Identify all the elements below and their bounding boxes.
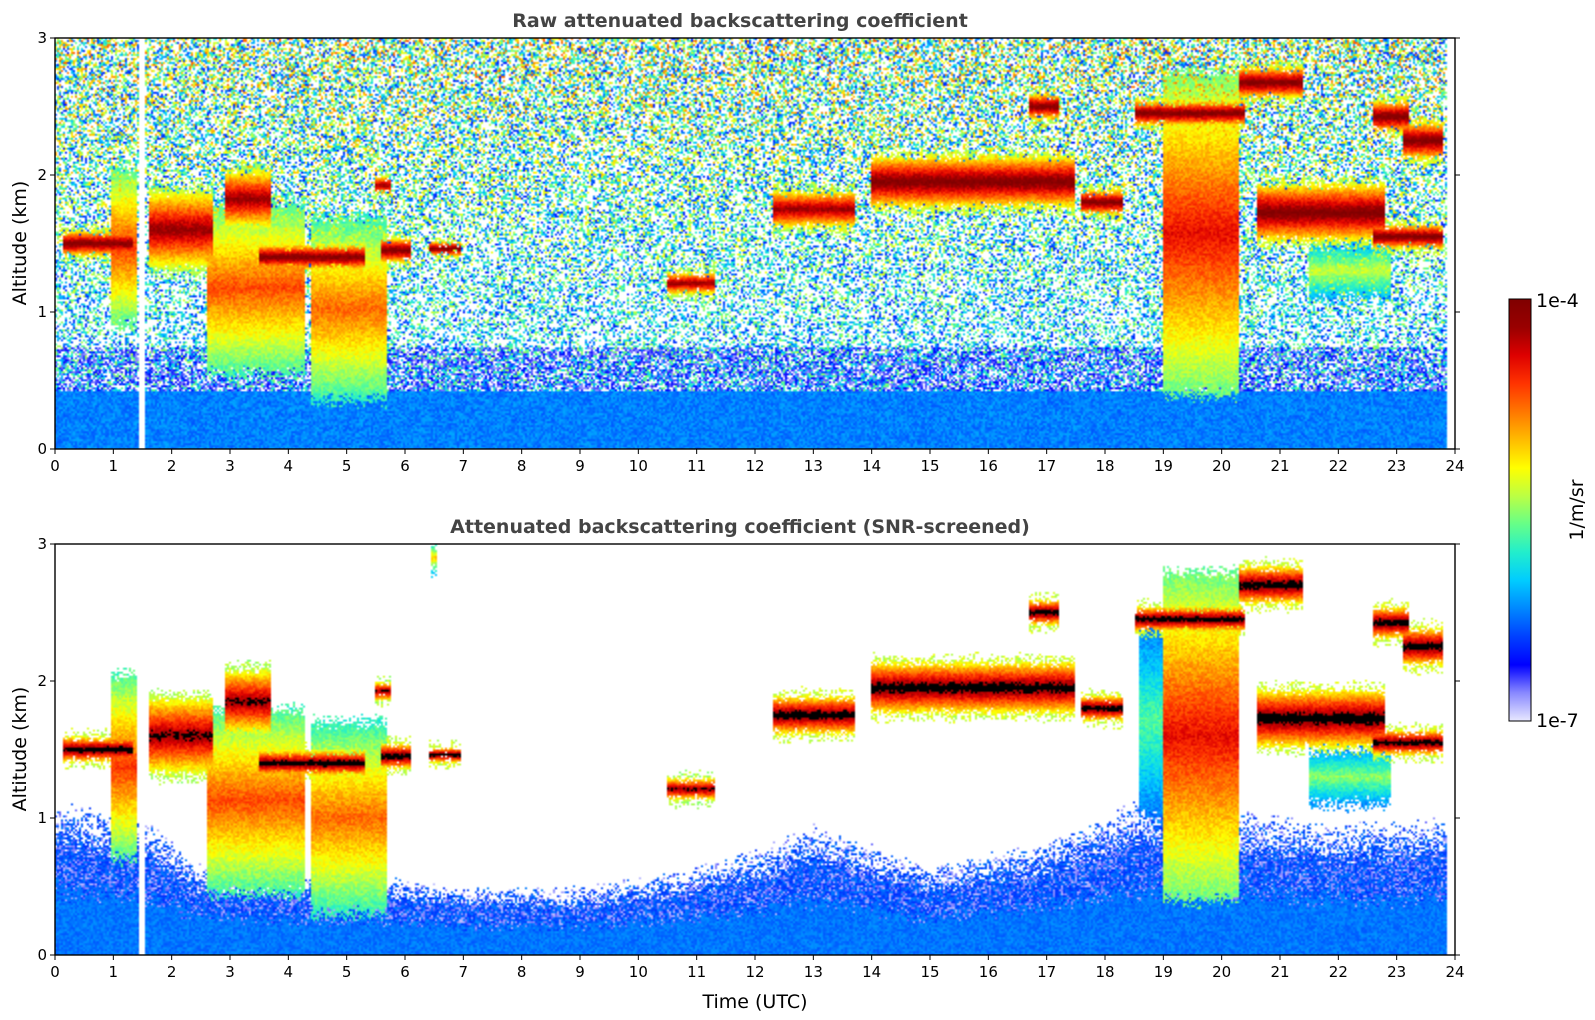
x-tick-label: 12 xyxy=(745,963,764,981)
x-tick-label: 10 xyxy=(629,457,648,475)
x-tick-label: 8 xyxy=(517,963,527,981)
x-tick-label: 18 xyxy=(1095,963,1114,981)
top-y-axis-label: Altitude (km) xyxy=(9,181,31,306)
x-tick-label: 0 xyxy=(50,963,60,981)
x-tick-label: 15 xyxy=(920,457,939,475)
y-tick-label: 1 xyxy=(37,809,47,827)
x-tick-label: 21 xyxy=(1270,457,1289,475)
x-tick-label: 15 xyxy=(920,963,939,981)
colorbar-min-label: 1e-7 xyxy=(1536,710,1579,732)
x-tick-label: 2 xyxy=(167,457,177,475)
colorbar-gradient xyxy=(1508,298,1532,722)
top-panel-title: Raw attenuated backscattering coefficien… xyxy=(512,10,968,32)
x-tick-label: 16 xyxy=(979,963,998,981)
x-tick-label: 22 xyxy=(1329,457,1348,475)
bottom-panel-heatmap xyxy=(55,544,1455,955)
x-tick-label: 9 xyxy=(575,457,585,475)
x-tick-label: 1 xyxy=(109,457,119,475)
x-tick-label: 2 xyxy=(167,963,177,981)
x-tick-label: 7 xyxy=(459,457,469,475)
x-tick-label: 18 xyxy=(1095,457,1114,475)
x-tick-label: 24 xyxy=(1445,963,1464,981)
top-panel: Raw attenuated backscattering coefficien… xyxy=(9,10,1465,475)
x-tick-label: 8 xyxy=(517,457,527,475)
y-tick-label: 2 xyxy=(37,672,47,690)
bottom-axis-ticks: 0 1 2 3 4 5 6 7 8 9 10 11 12 13 14 15 16 17 18 19 20 21 22 23 24… xyxy=(37,535,1464,981)
y-tick-label: 3 xyxy=(37,535,47,553)
x-tick-label: 24 xyxy=(1445,457,1464,475)
x-tick-label: 16 xyxy=(979,457,998,475)
bottom-panel: Attenuated backscattering coefficient (S… xyxy=(9,516,1465,1013)
x-tick-label: 3 xyxy=(225,963,235,981)
x-tick-label: 19 xyxy=(1154,457,1173,475)
x-tick-label: 3 xyxy=(225,457,235,475)
x-tick-label: 14 xyxy=(862,963,881,981)
bottom-panel-title: Attenuated backscattering coefficient (S… xyxy=(450,516,1030,538)
x-tick-label: 20 xyxy=(1212,963,1231,981)
x-tick-label: 19 xyxy=(1154,963,1173,981)
x-tick-label: 12 xyxy=(745,457,764,475)
x-tick-label: 13 xyxy=(804,963,823,981)
x-tick-label: 23 xyxy=(1387,457,1406,475)
x-tick-label: 4 xyxy=(284,457,294,475)
top-heatmap-canvas xyxy=(55,38,1455,449)
bottom-y-axis-label: Altitude (km) xyxy=(9,687,31,812)
colorbar-max-label: 1e-4 xyxy=(1536,290,1579,312)
y-tick-label: 1 xyxy=(37,303,47,321)
x-tick-label: 21 xyxy=(1270,963,1289,981)
x-tick-label: 10 xyxy=(629,963,648,981)
x-tick-label: 0 xyxy=(50,457,60,475)
x-tick-label: 14 xyxy=(862,457,881,475)
x-tick-label: 7 xyxy=(459,963,469,981)
y-tick-label: 0 xyxy=(37,946,47,964)
x-tick-label: 22 xyxy=(1329,963,1348,981)
x-tick-label: 17 xyxy=(1037,963,1056,981)
x-tick-label: 13 xyxy=(804,457,823,475)
x-tick-label: 20 xyxy=(1212,457,1231,475)
x-tick-label: 1 xyxy=(109,963,119,981)
x-tick-label: 6 xyxy=(400,457,410,475)
x-tick-label: 5 xyxy=(342,457,352,475)
x-tick-label: 11 xyxy=(687,457,706,475)
x-tick-label: 9 xyxy=(575,963,585,981)
top-panel-heatmap xyxy=(55,38,1455,449)
top-axis-ticks: 0 1 2 3 4 5 6 7 8 9 10 11 12 13 14 15 16 17 18 19 20 21 22 23 24… xyxy=(37,29,1464,475)
colorbar-unit-label: 1/m/sr xyxy=(1566,479,1588,540)
colorbar: 1e-4 1e-7 1/m/sr xyxy=(1508,290,1588,732)
bottom-heatmap-canvas xyxy=(55,544,1455,955)
x-tick-label: 23 xyxy=(1387,963,1406,981)
x-tick-label: 17 xyxy=(1037,457,1056,475)
x-tick-label: 11 xyxy=(687,963,706,981)
x-axis-label: Time (UTC) xyxy=(701,991,807,1013)
x-tick-label: 6 xyxy=(400,963,410,981)
y-tick-label: 2 xyxy=(37,166,47,184)
y-tick-label: 0 xyxy=(37,440,47,458)
x-tick-label: 4 xyxy=(284,963,294,981)
y-tick-label: 3 xyxy=(37,29,47,47)
x-tick-label: 5 xyxy=(342,963,352,981)
